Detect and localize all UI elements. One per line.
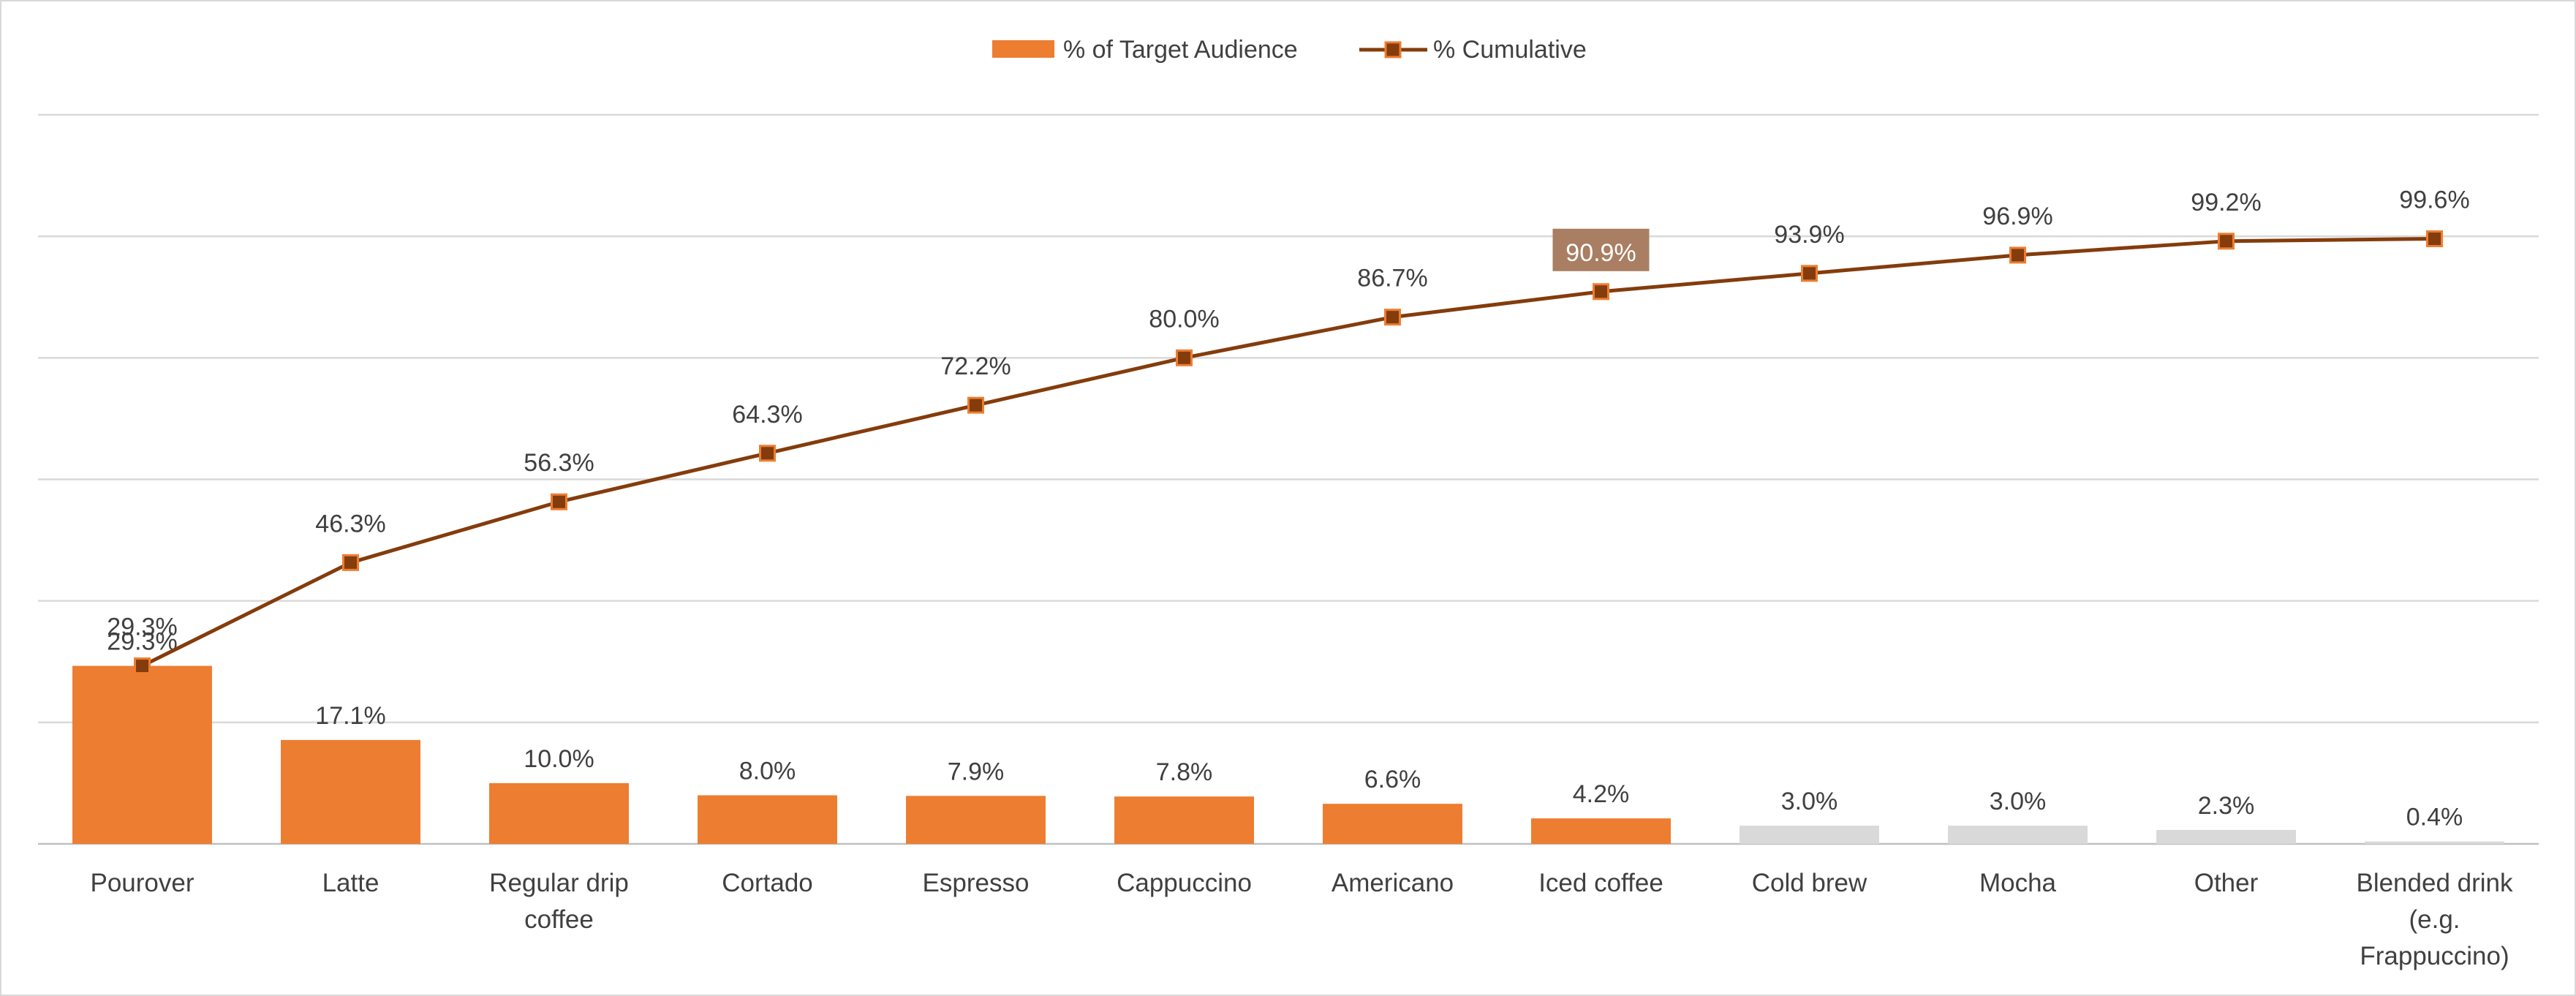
bar-pourover xyxy=(72,665,212,844)
bar-other xyxy=(2156,829,2296,844)
cumulative-marker xyxy=(1384,309,1401,326)
legend-bar-swatch xyxy=(992,40,1054,58)
bar-data-label: 4.2% xyxy=(1573,780,1630,808)
bar-cappuccino xyxy=(1114,796,1254,844)
cumulative-marker xyxy=(551,493,567,510)
category-label: Latte xyxy=(322,869,379,897)
cumulative-marker xyxy=(342,554,359,571)
bar-regular-drip-coffee xyxy=(489,782,629,844)
cumulative-marker xyxy=(134,657,151,675)
cumulative-data-label: 96.9% xyxy=(1982,203,2052,230)
cumulative-marker xyxy=(1593,283,1609,301)
cumulative-marker xyxy=(759,445,776,462)
legend: % of Target Audience % Cumulative xyxy=(992,36,1587,64)
cumulative-data-label: 56.3% xyxy=(524,449,594,477)
bar-blended-drink-e-g-frappuccino xyxy=(2365,841,2504,844)
category-label: Mocha xyxy=(1979,869,2057,897)
bar-cold-brew xyxy=(1740,826,1879,844)
cumulative-data-label: 64.3% xyxy=(732,401,802,429)
bar-data-label: 7.8% xyxy=(1156,758,1213,786)
bar-cortado xyxy=(698,795,837,844)
cumulative-data-label: 72.2% xyxy=(940,352,1011,380)
cumulative-marker xyxy=(2009,246,2026,264)
cumulative-marker xyxy=(2426,230,2443,247)
bar-data-label: 2.3% xyxy=(2198,792,2255,820)
cumulative-data-label: 99.2% xyxy=(2191,189,2261,216)
cumulative-data-label: 46.3% xyxy=(315,510,385,537)
cumulative-marker xyxy=(1801,265,1818,282)
gridlines xyxy=(38,113,2539,845)
cumulative-line xyxy=(141,236,2435,668)
bar-data-label: 29.3% xyxy=(107,628,177,656)
category-label: Americano xyxy=(1332,869,1454,897)
category-label: Iced coffee xyxy=(1538,869,1663,897)
cumulative-data-label: 93.9% xyxy=(1774,221,1844,249)
cumulative-data-labels: 29.3% 46.3% 56.3% 64.3% 72.2% 80.0% 86.7% 90.9%… xyxy=(107,186,2469,641)
cumulative-data-label: 29.3% xyxy=(107,614,177,641)
bar-data-label: 8.0% xyxy=(739,758,796,785)
bar-data-label: 17.1% xyxy=(315,702,385,730)
category-label: Cold brew xyxy=(1752,869,1867,897)
cumulative-data-label: 90.9% xyxy=(1565,239,1636,267)
cumulative-marker xyxy=(967,396,984,414)
bar-espresso xyxy=(906,796,1046,844)
bar-iced-coffee xyxy=(1531,818,1671,844)
bar-data-label: 3.0% xyxy=(1781,788,1838,815)
bar-data-label: 6.6% xyxy=(1364,766,1421,793)
category-label: Regular drip coffee xyxy=(489,869,629,934)
category-label: Cappuccino xyxy=(1117,869,1252,897)
category-label: Cortado xyxy=(722,869,813,897)
bar-mocha xyxy=(1948,826,2088,844)
bar-data-label: 0.4% xyxy=(2406,804,2463,831)
bar-americano xyxy=(1323,804,1462,844)
category-axis-labels: Pourover Latte Regular drip coffee Cortado Es… xyxy=(90,869,2513,970)
cumulative-data-label: 80.0% xyxy=(1149,305,1219,333)
cumulative-marker xyxy=(2218,233,2235,250)
cumulative-line-series xyxy=(134,230,2443,675)
bar-data-label: 7.9% xyxy=(948,758,1005,785)
legend-marker-swatch xyxy=(1384,41,1402,59)
bar-latte xyxy=(281,739,420,844)
bar-data-label: 10.0% xyxy=(524,745,594,773)
category-label: Blended drink (e.g. Frappuccino) xyxy=(2356,869,2513,970)
legend-label-cumulative: % Cumulative xyxy=(1433,36,1587,64)
category-label: Espresso xyxy=(923,869,1030,897)
bar-data-labels: 29.3% 17.1% 10.0% 8.0% 7.9% 7.8% 6.6% 4.2% 3.0% 3… xyxy=(107,628,2463,831)
cumulative-data-label: 99.6% xyxy=(2399,186,2469,214)
highlight-label-box xyxy=(1552,228,1650,271)
category-label: Pourover xyxy=(90,869,194,897)
legend-label-target-audience: % of Target Audience xyxy=(1063,36,1298,64)
category-label: Other xyxy=(2194,869,2259,897)
cumulative-marker xyxy=(1176,349,1193,366)
cumulative-data-label: 86.7% xyxy=(1357,265,1427,293)
bar-series xyxy=(72,665,2504,844)
bar-data-label: 3.0% xyxy=(1990,788,2047,815)
